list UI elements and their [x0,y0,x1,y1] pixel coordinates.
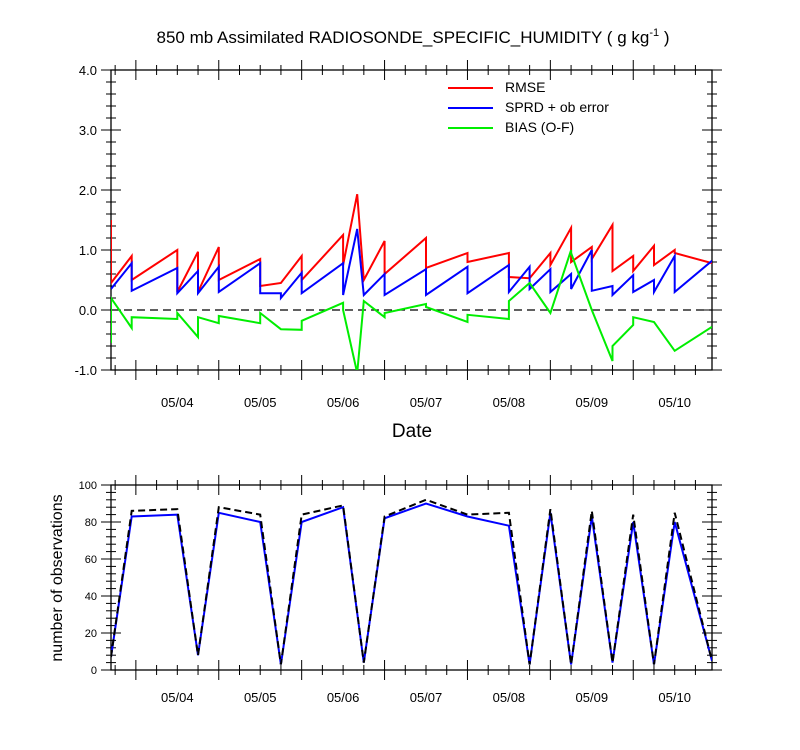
x-tick-label: 05/10 [658,690,691,705]
plot-frame [110,484,713,671]
x-tick-label: 05/09 [576,395,609,410]
y-tick-label: 4.0 [79,63,97,78]
x-tick-label: 05/07 [410,690,443,705]
title-close: ) [659,28,669,47]
x-tick-label: 05/04 [161,690,194,705]
series-group [111,498,712,665]
x-tick-label: 05/08 [493,395,526,410]
x-tick-label: 05/05 [244,395,277,410]
y-tick-label: 100 [79,480,97,492]
bottom-y-axis-label: number of observations [49,494,66,661]
y-tick-label: 60 [85,554,97,566]
y-tick-label: 40 [85,591,97,603]
series-line-total [111,498,712,665]
legend-label-rmse: RMSE [505,79,545,95]
series-line-sprd-ob-error [111,228,712,301]
title-units-exponent: -1 [649,27,659,39]
x-tick-label: 05/09 [576,690,609,705]
x-tick-label: 05/06 [327,690,360,705]
x-tick-label: 05/05 [244,690,277,705]
y-tick-label: -1.0 [75,363,97,378]
series-line-bias-o-f [111,249,712,370]
x-tick-label: 05/06 [327,395,360,410]
y-tick-label: 3.0 [79,123,97,138]
x-tick-label: 05/07 [410,395,443,410]
x-tick-label: 05/10 [658,395,691,410]
x-tick-label: 05/08 [493,690,526,705]
y-tick-label: 1.0 [79,243,97,258]
y-tick-label: 0.0 [79,303,97,318]
plot-frame [110,69,713,371]
legend-label-sprd-ob-error: SPRD + ob error [505,99,609,115]
y-tick-label: 0 [91,665,97,677]
top-x-axis-label: Date [392,421,432,442]
legend-label-bias-o-f: BIAS (O-F) [505,119,574,135]
x-tick-label: 05/04 [161,395,194,410]
bottom-plot: 100 80 60 40 20 0 05/04 05/05 05/06 05/07 05/08 05/… [79,475,722,705]
y-tick-label: 80 [85,517,97,529]
chart-title: 850 mb Assimilated RADIOSONDE_SPECIFIC_H… [157,27,670,47]
series-group [111,194,712,370]
y-tick-label: 2.0 [79,183,97,198]
y-tick-label: 20 [85,628,97,640]
series-line-assimilated [111,502,712,665]
top-plot: 4.0 3.0 2.0 1.0 0.0 -1.0 05/04 05/05 05/06 05/07 0… [75,60,722,410]
